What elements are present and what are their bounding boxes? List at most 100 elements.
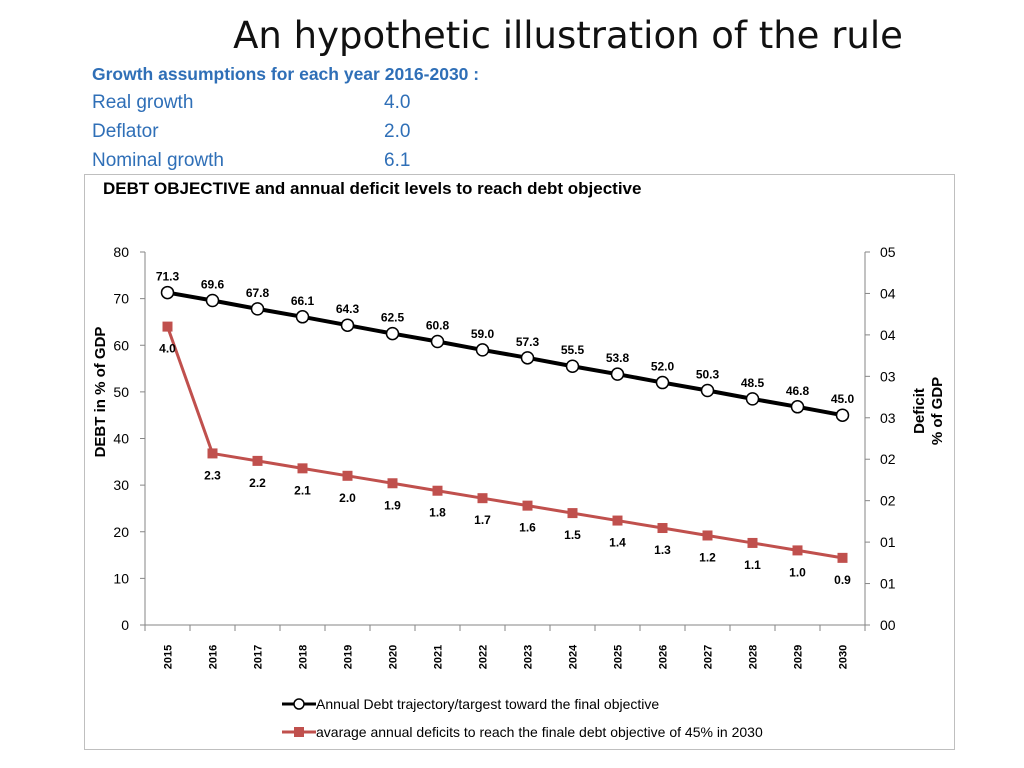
deficit-data-label: 2.0: [339, 491, 356, 505]
deficit-point: [837, 552, 848, 563]
assumption-label: Deflator: [92, 121, 159, 142]
debt-data-label: 46.8: [786, 384, 810, 398]
legend-label: Annual Debt trajectory/targest toward th…: [316, 696, 660, 712]
y2-axis-title-line1: Deficit: [911, 388, 928, 434]
assumption-label: Real growth: [92, 92, 194, 113]
y2-tick-label: 04: [880, 285, 896, 301]
x-tick-label: 2026: [658, 645, 670, 669]
x-tick-label: 2015: [163, 645, 175, 669]
deficit-point: [297, 463, 308, 474]
debt-point: [700, 383, 715, 398]
x-tick-label: 2016: [208, 645, 220, 669]
deficit-data-label: 1.0: [789, 565, 806, 579]
x-tick-label: 2022: [478, 645, 490, 669]
debt-point: [610, 367, 625, 381]
deficit-point: [747, 537, 758, 548]
deficit-point: [657, 523, 668, 534]
y-tick-label: 80: [113, 244, 129, 260]
deficit-data-label: 0.9: [834, 573, 851, 587]
debt-data-label: 59.0: [471, 327, 495, 341]
legend-label: avarage annual deficits to reach the fin…: [316, 724, 763, 740]
deficit-data-label: 1.8: [429, 506, 446, 520]
chart-title: DEBT OBJECTIVE and annual deficit levels…: [103, 179, 642, 198]
deficit-point: [387, 478, 398, 489]
y2-tick-label: 04: [880, 327, 896, 343]
debt-data-label: 67.8: [246, 286, 270, 300]
debt-point: [250, 302, 265, 316]
deficit-data-label: 1.3: [654, 543, 671, 557]
deficit-point: [567, 508, 578, 519]
debt-data-label: 69.6: [201, 277, 225, 291]
y-tick-label: 10: [113, 570, 129, 586]
debt-data-label: 45.0: [831, 392, 855, 406]
y2-tick-label: 02: [880, 451, 896, 467]
x-tick-label: 2019: [343, 645, 355, 669]
x-tick-label: 2027: [703, 645, 715, 669]
debt-data-label: 66.1: [291, 294, 315, 308]
y-tick-label: 40: [113, 431, 129, 447]
deficit-point: [522, 500, 533, 511]
deficit-data-label: 2.3: [204, 468, 221, 482]
legend-line-circle-icon: [282, 698, 316, 710]
deficit-point: [432, 485, 443, 496]
debt-point: [655, 375, 670, 390]
debt-data-label: 52.0: [651, 360, 675, 374]
debt-point: [475, 343, 490, 357]
debt-series-line: [167, 290, 843, 418]
deficit-point: [612, 515, 623, 526]
debt-data-label: 50.3: [696, 367, 720, 381]
y2-tick-label: 03: [880, 410, 896, 426]
debt-point: [295, 310, 310, 324]
deficit-data-label: 1.5: [564, 528, 581, 542]
legend-line-square-icon: [282, 727, 316, 737]
debt-data-label: 60.8: [426, 319, 450, 333]
debt-data-label: 62.5: [381, 311, 405, 325]
x-tick-label: 2020: [388, 645, 400, 669]
deficit-point: [792, 545, 803, 556]
deficit-data-label: 2.2: [249, 476, 266, 490]
deficit-point: [252, 455, 263, 466]
y-tick-label: 70: [113, 291, 129, 307]
assumptions-heading: Growth assumptions for each year 2016-20…: [92, 64, 480, 84]
x-tick-label: 2017: [253, 645, 265, 669]
y2-tick-label: 01: [880, 534, 896, 550]
debt-point: [835, 408, 850, 422]
debt-data-label: 71.3: [156, 270, 180, 284]
y-axis-title: DEBT in % of GDP: [92, 327, 109, 458]
debt-point: [745, 392, 760, 406]
deficit-data-label: 1.7: [474, 513, 491, 527]
deficit-data-label: 1.1: [744, 558, 761, 572]
debt-point: [565, 359, 580, 373]
y2-tick-label: 00: [880, 617, 896, 633]
deficit-point: [207, 448, 218, 459]
debt-data-label: 57.3: [516, 335, 540, 349]
x-tick-label: 2025: [613, 645, 625, 669]
assumption-value: 2.0: [384, 121, 411, 142]
deficit-data-label: 1.4: [609, 536, 626, 550]
debt-point: [205, 293, 220, 308]
y-tick-label: 50: [113, 384, 129, 400]
deficit-series-line: [166, 326, 843, 560]
assumption-value: 4.0: [384, 92, 411, 113]
y2-tick-label: 02: [880, 493, 896, 509]
debt-data-label: 48.5: [741, 376, 765, 390]
y2-tick-label: 01: [880, 576, 896, 592]
x-tick-label: 2029: [793, 645, 805, 669]
x-tick-label: 2030: [838, 645, 850, 669]
debt-point: [160, 285, 175, 300]
assumption-value: 6.1: [384, 150, 411, 171]
deficit-point: [342, 470, 353, 481]
x-tick-label: 2021: [433, 645, 445, 669]
y-tick-label: 30: [113, 477, 129, 493]
debt-point: [340, 318, 355, 332]
y2-axis-title-line2: % of GDP: [929, 377, 946, 445]
y-tick-label: 60: [113, 337, 129, 353]
debt-point: [430, 334, 445, 349]
debt-data-label: 64.3: [336, 302, 360, 316]
x-tick-label: 2023: [523, 645, 535, 669]
y-tick-label: 0: [121, 617, 129, 633]
deficit-data-label: 1.2: [699, 550, 716, 564]
deficit-point: [162, 321, 173, 332]
slide-title: An hypothetic illustration of the rule: [233, 14, 903, 57]
x-tick-label: 2024: [568, 644, 580, 669]
